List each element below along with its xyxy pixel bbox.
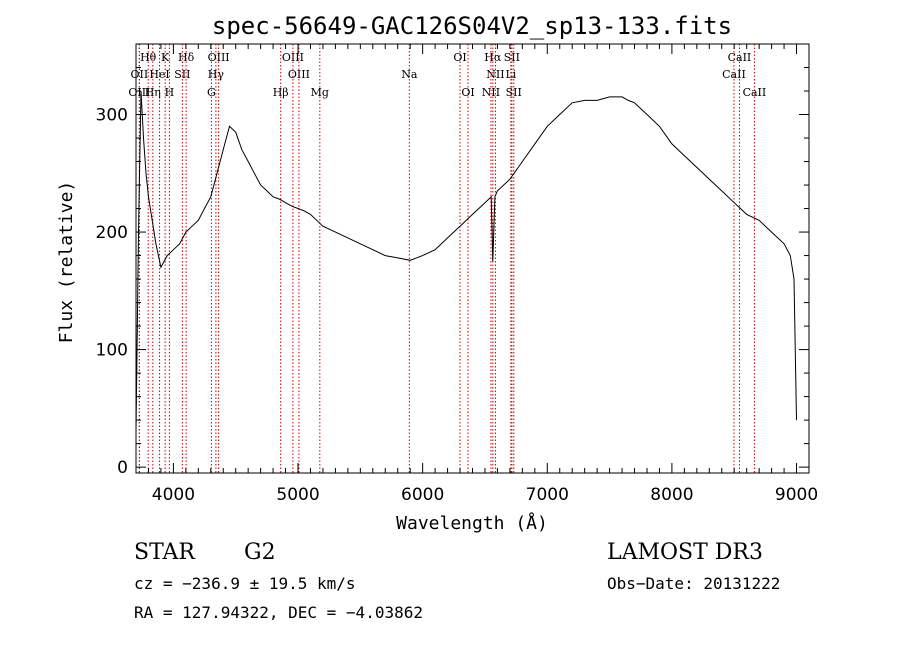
line-marker-label: SII <box>506 86 522 99</box>
obs-date: Obs−Date: 20131222 <box>607 574 781 593</box>
line-marker-label: SII <box>504 51 520 64</box>
line-marker-label: CaII <box>728 51 752 64</box>
ra-dec: RA = 127.94322, DEC = −4.03862 <box>134 603 423 622</box>
x-tick-label: 4000 <box>152 485 195 505</box>
y-axis-label: Flux (relative) <box>56 181 77 344</box>
line-marker-label: OII <box>131 68 149 81</box>
flux-series-line <box>135 90 797 432</box>
survey-name: LAMOST DR3 <box>607 540 763 565</box>
line-marker-label: H <box>165 86 175 99</box>
plot-frame <box>135 43 810 474</box>
line-marker-label: CaII <box>722 68 746 81</box>
x-tick-label: 5000 <box>276 485 319 505</box>
line-marker-label: SII <box>174 68 190 81</box>
line-marker-label: CaII <box>743 86 767 99</box>
x-tick-label: 7000 <box>526 485 569 505</box>
line-marker-label: OI <box>461 86 474 99</box>
x-tick-label: 8000 <box>650 485 693 505</box>
x-tick-label: 6000 <box>401 485 444 505</box>
y-tick-label: 300 <box>96 106 128 126</box>
line-marker-label: Hη <box>145 86 161 99</box>
chart-title: spec-56649-GAC126S04V2_sp13-133.fits <box>212 12 732 40</box>
x-axis-label: Wavelength (Å) <box>396 512 548 534</box>
line-marker-label: Hθ <box>140 51 157 64</box>
y-tick-label: 100 <box>96 341 128 361</box>
object-class: STAR <box>134 540 195 565</box>
line-marker-label: OIII <box>208 51 230 64</box>
line-marker-label: OIII <box>128 86 150 99</box>
line-marker-label: G <box>207 86 216 99</box>
line-marker-label: NII <box>486 68 504 81</box>
line-marker-label: Hγ <box>208 68 225 81</box>
line-marker-label: HeI <box>149 68 169 81</box>
line-marker-label: Na <box>401 68 418 81</box>
line-marker-label: Hδ <box>178 51 195 64</box>
line-marker-label: OI <box>453 51 466 64</box>
x-axis-ticks: 4000 5000 6000 7000 8000 9000 <box>147 44 818 505</box>
line-marker-label: Li <box>505 68 516 81</box>
line-marker-label: Mg <box>311 86 329 99</box>
y-tick-label: 0 <box>117 458 128 478</box>
redshift-cz: cz = −236.9 ± 19.5 km/s <box>134 574 356 593</box>
line-marker-label: NII <box>482 86 500 99</box>
line-marker-label: Hα <box>484 51 502 64</box>
line-marker-label: Hβ <box>273 86 289 99</box>
line-marker-label: OIII <box>282 51 304 64</box>
line-marker-label: OIII <box>288 68 310 81</box>
x-tick-label: 9000 <box>775 485 818 505</box>
line-marker-label: K <box>161 51 170 64</box>
object-subclass: G2 <box>244 540 276 565</box>
y-axis-ticks: 0 100 200 300 <box>96 67 809 478</box>
flux-series-group <box>135 90 797 432</box>
y-tick-label: 200 <box>96 223 128 243</box>
